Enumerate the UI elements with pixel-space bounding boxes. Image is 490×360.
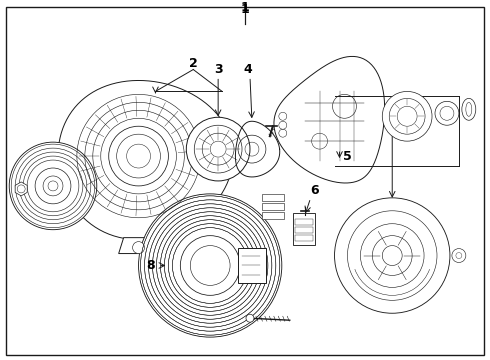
Text: 7: 7 xyxy=(388,103,396,116)
Polygon shape xyxy=(39,148,54,164)
Text: 3: 3 xyxy=(214,63,222,76)
Bar xyxy=(295,235,313,240)
Polygon shape xyxy=(15,182,27,196)
Bar xyxy=(262,203,284,210)
Bar xyxy=(295,227,313,233)
Circle shape xyxy=(43,176,63,196)
Circle shape xyxy=(186,117,250,181)
Circle shape xyxy=(335,198,450,313)
Circle shape xyxy=(382,91,432,141)
Bar xyxy=(262,212,284,219)
Text: 1: 1 xyxy=(241,1,249,14)
Circle shape xyxy=(452,249,466,262)
Bar xyxy=(295,219,313,225)
Circle shape xyxy=(180,236,240,295)
Text: 4: 4 xyxy=(244,63,252,76)
Ellipse shape xyxy=(462,98,476,120)
Circle shape xyxy=(139,194,282,337)
Circle shape xyxy=(17,185,25,193)
Text: 1: 1 xyxy=(241,3,249,16)
Bar xyxy=(293,213,315,244)
Circle shape xyxy=(133,242,145,253)
Bar xyxy=(262,194,284,201)
Polygon shape xyxy=(119,238,158,253)
Circle shape xyxy=(246,314,254,322)
Circle shape xyxy=(279,129,287,137)
Circle shape xyxy=(109,126,169,186)
Circle shape xyxy=(279,112,287,120)
Text: 5: 5 xyxy=(343,149,352,163)
Circle shape xyxy=(435,102,459,125)
Text: 6: 6 xyxy=(310,184,319,197)
Text: 2: 2 xyxy=(189,57,197,70)
Circle shape xyxy=(9,142,97,230)
Bar xyxy=(238,248,266,283)
Circle shape xyxy=(35,168,71,204)
Circle shape xyxy=(279,121,287,129)
Text: 8: 8 xyxy=(146,259,155,272)
